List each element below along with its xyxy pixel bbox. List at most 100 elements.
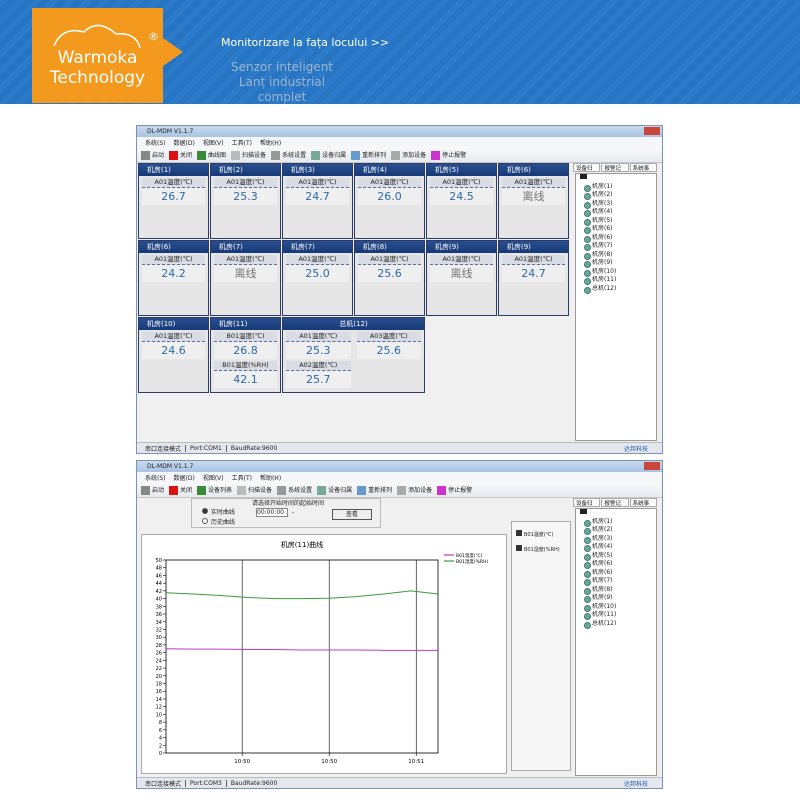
tree-item[interactable]: 机房(1)	[576, 518, 656, 527]
tree-item[interactable]: 机房(1)	[576, 183, 656, 192]
tree-item[interactable]: 机房(9)	[576, 259, 656, 268]
toolbar-icon	[431, 150, 441, 160]
tab[interactable]: 设备归属	[573, 498, 601, 515]
time-input[interactable]: 00:00:00	[256, 508, 288, 517]
tree-item[interactable]: 机房(3)	[576, 535, 656, 544]
card-entries: A01温度(℃) 25.0	[283, 253, 352, 282]
tab[interactable]: 系统事件	[629, 498, 657, 515]
radio-option[interactable]: 历史曲线	[202, 517, 235, 526]
toolbar-icon	[197, 150, 207, 160]
tree-item[interactable]: 机房(5)	[576, 552, 656, 561]
folder-icon	[580, 174, 587, 179]
reading: A01温度(℃) 25.0	[283, 253, 352, 282]
radio-option[interactable]: 实时曲线	[202, 507, 235, 516]
menu-item[interactable]: 帮助(H)	[259, 474, 282, 482]
toolbar-button[interactable]: 停止报警	[431, 150, 466, 160]
menu-item[interactable]: 数据(D)	[173, 474, 195, 482]
tree-item[interactable]: 机房(2)	[576, 526, 656, 535]
reading-label: A01温度(℃)	[286, 255, 349, 265]
toolbar-button[interactable]: 启动	[141, 485, 164, 495]
toolbar-button[interactable]: 曲线图	[197, 150, 226, 160]
menu-item[interactable]: 工具(T)	[231, 474, 252, 482]
close-button[interactable]	[644, 127, 660, 135]
tree-item[interactable]: 机房(6)	[576, 225, 656, 234]
menu-item[interactable]: 工具(T)	[231, 139, 252, 147]
tree-item[interactable]: 机房(11)	[576, 611, 656, 620]
toolbar-button[interactable]: 系统设置	[277, 485, 312, 495]
toolbar-button[interactable]: 添加设备	[391, 150, 426, 160]
tree-item[interactable]: 总机(12)	[576, 285, 656, 294]
reading: A01温度(℃) 离线	[427, 253, 496, 282]
tree-item[interactable]: 机房(6)	[576, 560, 656, 569]
tree-item[interactable]: 机房(4)	[576, 208, 656, 217]
toolbar-label: 关闭	[180, 151, 193, 159]
tree-item[interactable]: 机房(11)	[576, 276, 656, 285]
reading-label: B01温度(%RH)	[214, 361, 277, 371]
tree-item[interactable]: 机房(6)	[576, 569, 656, 578]
tree-item[interactable]: 机房(9)	[576, 594, 656, 603]
toolbar-button[interactable]: 系统设置	[271, 150, 306, 160]
toolbar-button[interactable]: 设备归属	[311, 150, 346, 160]
checkbox-option[interactable]: B01温度(℃)	[516, 530, 553, 538]
toolbar-button[interactable]: 添加设备	[397, 485, 432, 495]
card-title: 机房(6)	[499, 164, 568, 176]
tree-item[interactable]: 机房(4)	[576, 543, 656, 552]
toolbar-button[interactable]: 停止报警	[437, 485, 472, 495]
toolbar-button[interactable]: 重新排列	[357, 485, 392, 495]
tab[interactable]: 报警记录	[601, 163, 629, 180]
reading-label: A01温度(℃)	[430, 255, 493, 265]
tree-item[interactable]: 机房(10)	[576, 603, 656, 612]
tree-item[interactable]: 机房(7)	[576, 577, 656, 586]
tree-item[interactable]: 机房(6)	[576, 234, 656, 243]
card: 机房(9) A01温度(℃) 离线	[426, 240, 497, 316]
device-tree: 机房(1) 机房(2) 机房(3) 机房(4) 机房(5) 机房(6) 机房(6) 机房(7)…	[575, 508, 657, 776]
status-item: 串口连接模式	[145, 445, 182, 453]
toolbar-button[interactable]: 扫描设备	[231, 150, 266, 160]
reading: A01温度(℃) 24.7	[499, 253, 568, 282]
menu-item[interactable]: 数据(D)	[173, 139, 195, 147]
tab[interactable]: 系统事件	[629, 163, 657, 180]
toolbar-button[interactable]: 重新排列	[351, 150, 386, 160]
tree-label: 机房(6)	[592, 233, 613, 241]
reading-value: 42.1	[214, 371, 277, 388]
brand-line: Technology	[49, 68, 146, 88]
menu-item[interactable]: 系统(S)	[145, 474, 166, 482]
tree-item[interactable]: 机房(10)	[576, 268, 656, 277]
reading-label: A01温度(℃)	[214, 255, 277, 265]
toolbar-icon	[357, 485, 367, 495]
reading: B01温度(℃) 26.8	[211, 330, 280, 359]
menu-item[interactable]: 视图(V)	[202, 139, 224, 147]
checkbox-option[interactable]: B01湿度(%RH)	[516, 545, 560, 553]
toolbar-label: 重新排列	[368, 486, 393, 494]
toolbar-button[interactable]: 设备归属	[317, 485, 352, 495]
series-panel: B01温度(℃) B01湿度(%RH)	[511, 521, 571, 771]
tree-item[interactable]: 总机(12)	[576, 620, 656, 629]
toolbar-button[interactable]: 启动	[141, 150, 164, 160]
link[interactable]: Monitorizare la fața locului >>	[221, 36, 390, 49]
close-button[interactable]	[644, 462, 660, 470]
tab[interactable]: 设备归属	[573, 163, 601, 180]
toolbar-button[interactable]: 扫描设备	[237, 485, 272, 495]
tree-item[interactable]: 机房(5)	[576, 217, 656, 226]
tree-item[interactable]: 机房(8)	[576, 251, 656, 260]
menu-item[interactable]: 系统(S)	[145, 139, 166, 147]
card-entries: A01温度(℃) 24.7	[499, 253, 568, 282]
tree-item[interactable]: 机房(2)	[576, 191, 656, 200]
tree-label: 机房(10)	[592, 602, 617, 610]
menu-item[interactable]: 视图(V)	[202, 474, 224, 482]
tree-icon	[584, 613, 591, 620]
card-entries: A01温度(℃) 24.5	[427, 176, 496, 205]
legend-label: B01温度(℃)	[456, 552, 483, 559]
card-entries: A01温度(℃) 26.0	[355, 176, 424, 205]
toolbar-button[interactable]: 关闭	[169, 485, 192, 495]
y-tick-label: 20	[156, 674, 162, 680]
tree-item[interactable]: 机房(7)	[576, 242, 656, 251]
view-button[interactable]: 查看	[332, 509, 372, 520]
toolbar-button[interactable]: 关闭	[169, 150, 192, 160]
tree-item[interactable]: 机房(3)	[576, 200, 656, 209]
y-tick-label: 28	[156, 643, 162, 649]
toolbar-button[interactable]: 设备列表	[197, 485, 232, 495]
tree-item[interactable]: 机房(8)	[576, 586, 656, 595]
menu-item[interactable]: 帮助(H)	[259, 139, 282, 147]
tab[interactable]: 报警记录	[601, 498, 629, 515]
